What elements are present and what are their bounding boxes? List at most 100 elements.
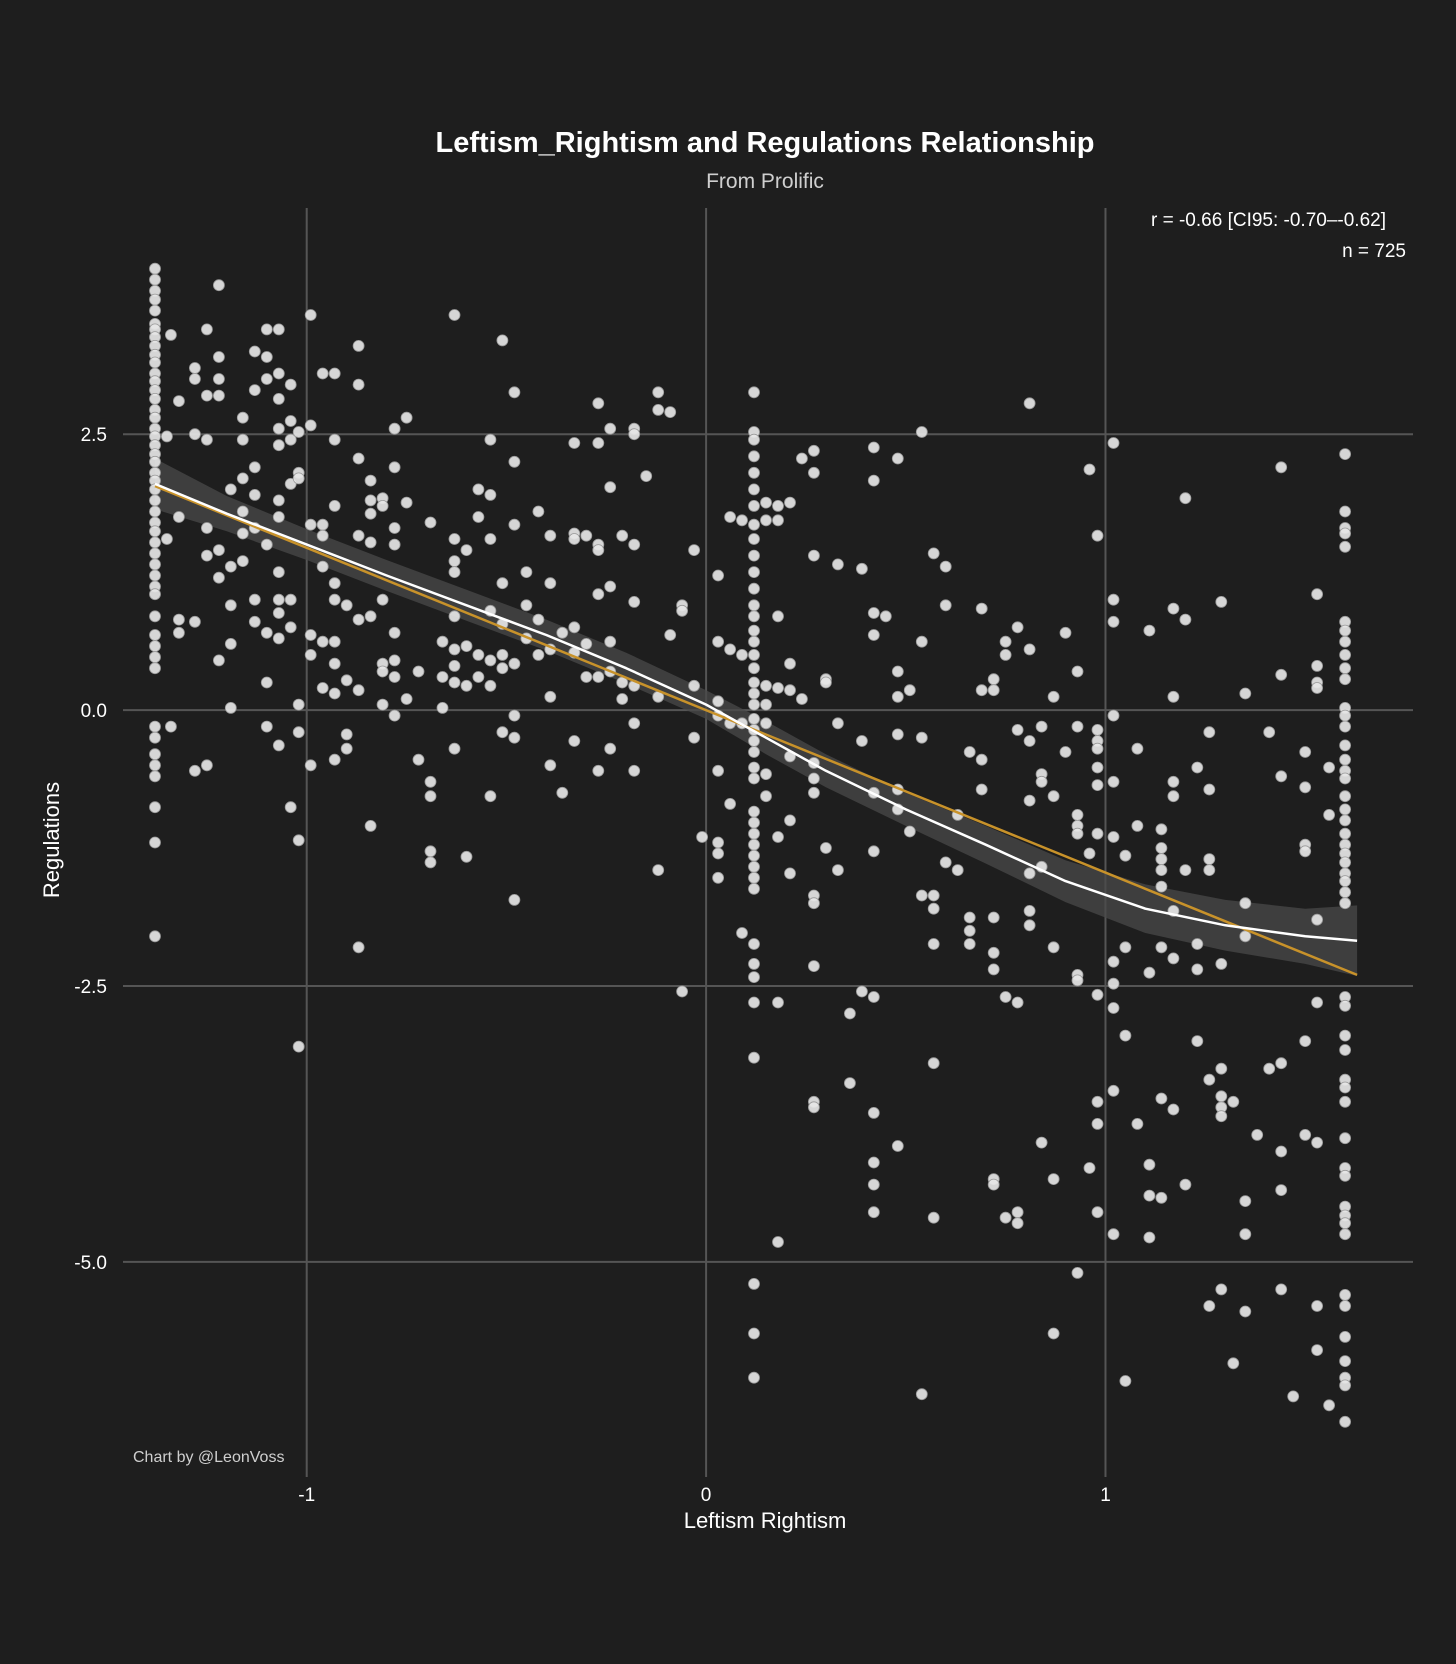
data-point <box>1275 1283 1288 1296</box>
data-point <box>999 649 1012 661</box>
data-point <box>748 1278 760 1290</box>
data-point <box>448 742 461 755</box>
data-point <box>760 698 772 711</box>
y-tick-label: -5.0 <box>74 1253 107 1274</box>
data-point <box>1251 1129 1264 1141</box>
data-point <box>212 389 225 402</box>
data-point <box>236 433 249 446</box>
data-point <box>400 411 413 424</box>
data-point <box>1107 977 1120 990</box>
data-point <box>748 772 760 785</box>
data-point <box>808 466 820 479</box>
data-point <box>1299 1129 1312 1141</box>
data-point <box>484 488 497 501</box>
data-point <box>772 610 784 623</box>
data-point <box>532 505 545 518</box>
data-point <box>292 834 305 847</box>
data-point <box>1131 820 1144 832</box>
data-point <box>1107 1002 1120 1014</box>
data-point <box>436 635 449 648</box>
data-point <box>1275 461 1288 474</box>
data-point <box>987 1178 1000 1191</box>
data-point <box>388 538 401 551</box>
data-point <box>927 938 940 950</box>
data-point <box>748 1327 760 1340</box>
data-point <box>915 889 928 902</box>
data-point <box>748 1371 760 1384</box>
x-tick-label: 1 <box>1100 1485 1111 1506</box>
data-point <box>1339 772 1351 785</box>
data-point <box>760 790 772 803</box>
data-point <box>484 790 497 803</box>
data-point <box>748 662 760 675</box>
data-point <box>748 687 760 700</box>
data-point <box>748 635 760 648</box>
data-point <box>508 894 521 906</box>
data-point <box>376 665 389 678</box>
data-point <box>160 430 173 443</box>
data-point <box>784 684 796 697</box>
data-point <box>260 676 273 689</box>
chart-title: Leftism_Rightism and Regulations Relatio… <box>435 127 1094 159</box>
data-point <box>1339 739 1351 752</box>
data-point <box>867 474 880 487</box>
data-point <box>1215 1110 1228 1123</box>
data-point <box>975 753 988 766</box>
data-point <box>748 827 760 840</box>
data-point <box>1035 1136 1048 1149</box>
sample-size-annotation: n = 725 <box>1342 241 1406 262</box>
data-point <box>1239 930 1252 943</box>
data-point <box>460 850 473 863</box>
data-point <box>1107 593 1120 606</box>
data-point <box>388 461 401 474</box>
data-point <box>328 687 341 700</box>
data-point <box>1191 1035 1204 1047</box>
data-point <box>520 599 533 612</box>
data-point <box>712 695 724 708</box>
data-point <box>328 657 341 670</box>
data-point <box>1071 720 1084 733</box>
data-point <box>1071 1267 1084 1279</box>
data-point <box>352 529 365 542</box>
data-point <box>1091 724 1104 736</box>
data-point <box>1339 1029 1351 1042</box>
data-point <box>628 717 641 730</box>
data-point <box>1191 963 1204 976</box>
data-point <box>188 615 201 628</box>
data-point <box>772 499 784 512</box>
data-point <box>236 527 249 540</box>
data-point <box>149 293 161 306</box>
data-point <box>292 426 305 438</box>
data-point <box>260 720 273 733</box>
data-point <box>748 483 760 496</box>
data-point <box>388 626 401 639</box>
data-point <box>1091 1206 1104 1219</box>
data-point <box>808 960 820 972</box>
data-point <box>616 529 629 542</box>
data-point <box>748 849 760 862</box>
data-point <box>748 838 760 851</box>
data-point <box>1227 1095 1240 1108</box>
data-point <box>939 599 952 612</box>
data-point <box>1167 1103 1180 1116</box>
data-point <box>748 676 760 689</box>
data-point <box>496 334 509 347</box>
data-point <box>1239 1305 1252 1318</box>
data-point <box>987 911 1000 924</box>
data-point <box>1339 753 1351 766</box>
data-point <box>1203 726 1216 739</box>
data-point <box>1339 827 1351 840</box>
data-point <box>999 991 1012 1003</box>
data-point <box>224 483 237 496</box>
data-point <box>1091 988 1104 1001</box>
data-point <box>1339 856 1351 869</box>
data-point <box>424 775 437 788</box>
data-point <box>628 428 641 441</box>
data-point <box>149 662 161 675</box>
data-point <box>260 373 273 385</box>
data-point <box>1299 845 1312 858</box>
data-point <box>1107 1084 1120 1097</box>
data-point <box>304 518 317 531</box>
data-point <box>760 679 772 692</box>
data-point <box>272 367 285 380</box>
